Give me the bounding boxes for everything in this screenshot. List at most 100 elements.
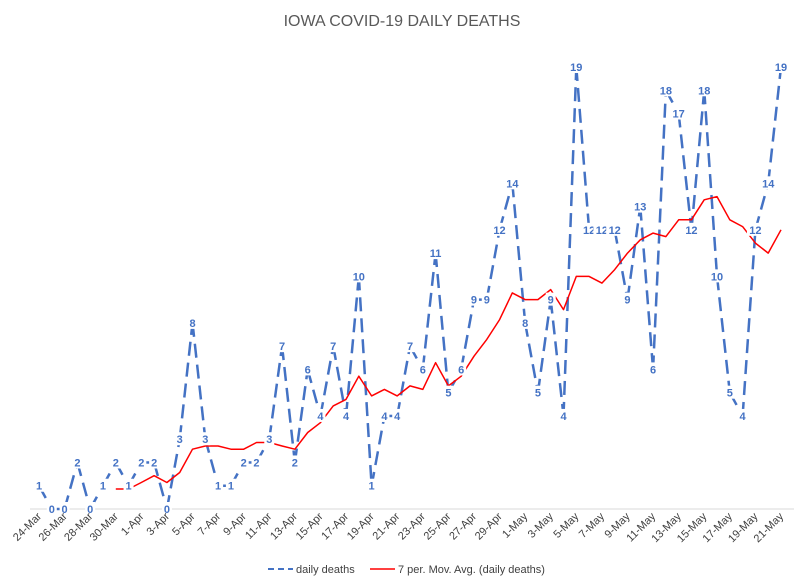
data-label: 14 — [762, 178, 775, 190]
data-label-bg — [593, 222, 611, 236]
data-label: 3 — [266, 434, 272, 446]
daily-deaths-segment — [344, 276, 361, 417]
x-tick-label: 7-Apr — [196, 510, 224, 538]
data-label: 0 — [87, 504, 93, 516]
x-tick-label: 25-Apr — [422, 510, 454, 542]
data-label-bg — [405, 339, 415, 353]
chart-title: IOWA COVID-19 DAILY DEATHS — [284, 13, 521, 30]
daily-deaths-segment — [306, 369, 322, 417]
x-tick-label: 27-Apr — [447, 510, 479, 542]
data-label: 4 — [740, 411, 747, 423]
data-label-bg — [427, 246, 445, 260]
data-label: 1 — [125, 481, 131, 493]
legend-label-moving-average: 7 per. Mov. Avg. (daily deaths) — [398, 564, 545, 576]
data-label-bg — [772, 60, 790, 73]
daily-deaths-segment — [293, 369, 309, 463]
daily-deaths-segment — [395, 345, 412, 417]
data-label: 14 — [506, 178, 519, 190]
data-label: 8 — [189, 318, 195, 330]
x-tick-label: 5-Apr — [170, 510, 198, 538]
x-tick-label: 1-Apr — [119, 510, 147, 538]
data-label: 4 — [560, 411, 567, 423]
data-label-bg — [545, 292, 556, 306]
data-label: 6 — [420, 364, 426, 376]
data-label: 0 — [164, 504, 170, 516]
data-label: 12 — [596, 225, 608, 237]
daily-deaths-segment — [715, 276, 732, 393]
daily-deaths-segment — [613, 229, 629, 300]
data-label-bg — [238, 455, 249, 469]
daily-deaths-segment — [319, 345, 335, 417]
data-label: 10 — [353, 271, 365, 283]
data-label: 1 — [36, 481, 42, 493]
data-label-bg — [417, 362, 428, 376]
data-label-bg — [225, 478, 236, 492]
data-label: 3 — [177, 434, 183, 446]
data-label-bg — [443, 385, 454, 399]
daily-deaths-segment — [702, 90, 719, 277]
data-label: 12 — [493, 225, 505, 237]
data-label: 18 — [698, 85, 710, 97]
data-label: 12 — [609, 225, 621, 237]
moving-average-series — [115, 195, 782, 490]
data-label: 3 — [202, 434, 208, 446]
data-label-bg — [606, 222, 624, 236]
data-label-bg — [149, 455, 160, 469]
data-label: 5 — [445, 388, 451, 400]
data-label: 7 — [279, 341, 285, 353]
data-label-bg — [341, 408, 352, 422]
x-tick-label: 7-May — [577, 510, 607, 540]
x-tick-label: 29-Apr — [473, 510, 505, 542]
daily-deaths-segment — [332, 345, 348, 417]
daily-deaths-segment — [434, 252, 450, 393]
data-label-bg — [251, 455, 262, 469]
data-label-bg — [682, 222, 700, 236]
data-label-bg — [123, 478, 134, 492]
daily-deaths-segment — [651, 90, 668, 370]
moving-average-line — [115, 195, 782, 490]
x-tick-label: 15-Apr — [294, 510, 326, 542]
legend-label-daily-deaths: daily deaths — [296, 564, 355, 576]
data-label: 19 — [775, 62, 787, 74]
data-label: 5 — [535, 388, 541, 400]
data-label-bg — [34, 478, 44, 492]
data-label-bg — [759, 176, 777, 190]
data-label-bg — [46, 502, 57, 515]
x-tick-label: 19-Apr — [345, 510, 377, 542]
data-label: 6 — [305, 364, 311, 376]
daily-deaths-segment — [178, 322, 194, 440]
data-label: 6 — [458, 364, 464, 376]
data-label-bg — [85, 502, 96, 515]
data-label-bg — [468, 292, 479, 306]
data-label-bg — [491, 222, 509, 236]
data-label: 4 — [343, 411, 350, 423]
data-label-bg — [481, 292, 492, 306]
daily-deaths-segment — [152, 462, 169, 510]
data-label-bg — [72, 455, 83, 469]
data-label-bg — [695, 83, 713, 97]
data-label-bg — [213, 478, 224, 492]
data-label-bg — [110, 455, 121, 469]
data-label-bg — [379, 408, 390, 422]
x-tick-label: 3-May — [526, 510, 556, 540]
daily-deaths-segment — [76, 462, 92, 510]
data-label: 1 — [228, 481, 234, 493]
daily-deaths-segment — [690, 90, 706, 230]
data-label-bg — [567, 60, 585, 73]
daily-deaths-segment — [549, 299, 565, 417]
data-label: 12 — [749, 225, 761, 237]
data-label: 13 — [634, 202, 646, 214]
data-label-bg — [277, 339, 288, 353]
data-label: 9 — [624, 295, 630, 307]
daily-deaths-segment — [485, 229, 501, 300]
data-label-bg — [670, 106, 688, 120]
daily-deaths-segment — [459, 299, 476, 370]
data-label-bg — [708, 269, 726, 283]
data-label: 10 — [711, 271, 723, 283]
data-label-bg — [315, 408, 326, 422]
data-label-bg — [136, 455, 147, 469]
data-label: 7 — [330, 341, 336, 353]
daily-deaths-segment — [536, 299, 552, 393]
